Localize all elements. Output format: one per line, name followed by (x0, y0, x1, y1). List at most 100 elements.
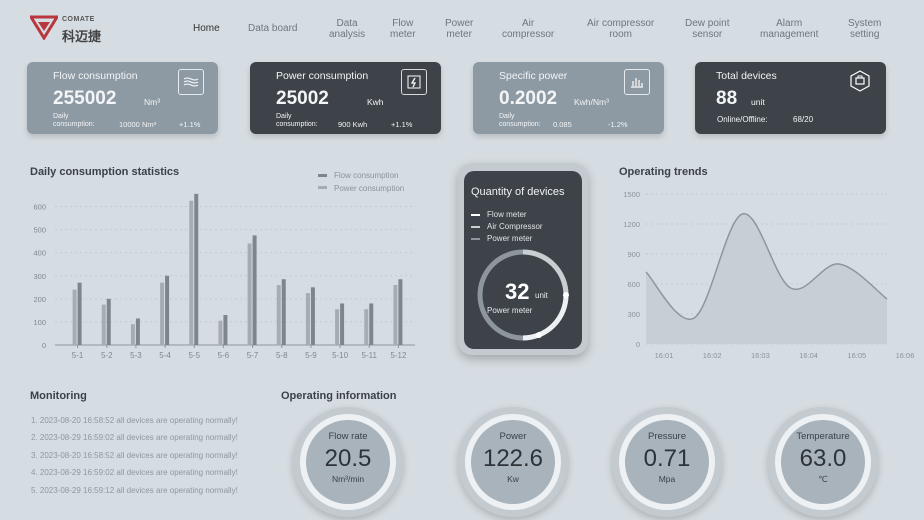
card-percent: +1.1% (179, 120, 201, 129)
card-total-devices[interactable]: Total devices 88 unit Online/Offline: 68… (695, 62, 886, 134)
legend-swatch (471, 225, 480, 228)
quantity-title: Quantity of devices (471, 186, 565, 198)
bar-power (223, 315, 228, 345)
waves-icon (178, 69, 204, 95)
nav-air-compressor[interactable]: Air compressor (502, 18, 555, 40)
legend-swatch-flow (318, 174, 327, 177)
legend: Flow consumption Power consumption (318, 171, 404, 193)
gauge-flow-rate: Flow rate 20.5 Nm³/min (293, 407, 403, 517)
x-tick-label: 5-11 (362, 351, 378, 360)
daily-chart-title: Daily consumption statistics (30, 166, 180, 178)
trend-area (646, 213, 887, 344)
gauge-face (625, 420, 709, 504)
operating-trends-chart: 0 300 600 900 1200 1500 16:01 16:02 16:03 16:04 1… (623, 190, 914, 360)
card-title: Power consumption (276, 70, 369, 82)
trend-chart-title: Operating trends (619, 166, 708, 178)
y-tick-label: 600 (627, 280, 640, 289)
gauge-unit: Mpa (658, 474, 676, 484)
gauge-unit: Nm³/min (331, 474, 365, 484)
card-title: Specific power (499, 70, 568, 82)
legend-swatch-power (318, 186, 327, 189)
gauge-label: Temperature (796, 431, 850, 442)
lightning-icon (401, 69, 427, 95)
x-tick-label: 16:02 (703, 351, 722, 360)
ring-flow-meter (522, 294, 569, 341)
legend-power-meter: Power meter (471, 234, 532, 243)
bar-flow (218, 320, 223, 345)
nav-data-analysis[interactable]: Data analysis (329, 18, 366, 40)
card-sub-value: 10000 Nm³ (119, 120, 157, 129)
x-tick-label: 5-2 (101, 351, 113, 360)
monitoring-line: 2. 2023-08-29 16:59:02 all devices are o… (31, 433, 238, 442)
logo: COMATE 科迈捷 (30, 14, 110, 44)
gauge-label: Pressure (647, 431, 686, 442)
nav-air-compressor-room[interactable]: Air compressor room (587, 18, 655, 40)
x-tick-label: 5-12 (390, 351, 407, 360)
device-icon (848, 69, 872, 93)
operating-info-title: Operating information (281, 390, 397, 402)
card-power-consumption[interactable]: Power consumption 25002 Kwh Daily consum… (250, 62, 441, 134)
monitoring-line: 1. 2023-08-20 16:58:52 all devices are o… (31, 416, 238, 425)
bar-power (398, 279, 403, 345)
y-tick-label: 200 (33, 295, 46, 304)
bar-power (369, 303, 374, 345)
nav-home[interactable]: Home (193, 23, 220, 34)
y-tick-label: 300 (33, 272, 46, 281)
nav-data-board[interactable]: Data board (248, 23, 298, 34)
bar-flow (247, 243, 252, 345)
y-tick-label: 400 (33, 249, 46, 258)
nav-alarm-management[interactable]: Alarm management (760, 18, 819, 40)
nav-flow-meter[interactable]: Flow meter (390, 18, 416, 40)
card-sub-label: Daily consumption: (53, 113, 95, 128)
gauge-face (781, 420, 865, 504)
gauge-unit: Kw (507, 474, 519, 484)
card-value: 25002 (276, 88, 329, 109)
quantity-subtitle: Power meter (487, 306, 533, 315)
bar-power (165, 275, 170, 345)
x-tick-label: 5-10 (332, 351, 349, 360)
quantity-unit: unit (535, 291, 548, 300)
card-sub-value: 900 Kwh (338, 120, 368, 129)
x-tick-label: 16:05 (847, 351, 866, 360)
card-unit: Kwh (367, 97, 384, 107)
bar-power (77, 282, 82, 345)
nav-power-meter[interactable]: Power meter (445, 18, 474, 40)
bar-power (281, 279, 286, 345)
ring-marker (563, 292, 569, 298)
y-tick-label: 900 (627, 250, 640, 259)
nav-dew-point-sensor[interactable]: Dew point sensor (685, 18, 730, 40)
x-tick-label: 5-5 (188, 351, 200, 360)
bar-flow (276, 285, 281, 345)
legend-swatch (471, 213, 480, 216)
bar-flow (72, 289, 77, 345)
logo-cn: 科迈捷 (62, 29, 102, 44)
x-tick-label: 5-8 (276, 351, 288, 360)
legend-air-compressor: Air Compressor (471, 222, 543, 231)
card-value: 0.2002 (499, 88, 558, 109)
y-tick-label: 500 (33, 226, 46, 235)
bar-power (340, 303, 345, 345)
bar-flow (393, 285, 398, 345)
bar-flow (160, 282, 165, 345)
x-tick-label: 5-9 (305, 351, 317, 360)
nav-system-setting[interactable]: System setting (848, 18, 882, 40)
bar-power (135, 318, 140, 345)
gauge-temperature: Temperature 63.0 ℃ (768, 407, 878, 517)
gauge-value: 122.6 (482, 445, 544, 472)
x-tick-label: 5-7 (247, 351, 259, 360)
ring-air-compressor (522, 249, 569, 296)
logo-mark-icon (30, 15, 58, 40)
bar-power (252, 235, 257, 345)
card-unit: Nm³ (144, 97, 161, 107)
quantity-panel-inner (464, 171, 582, 349)
bar-power (310, 287, 315, 345)
card-title: Flow consumption (53, 70, 138, 82)
bar-power (194, 193, 199, 345)
gauge-power: Power 122.6 Kw (458, 407, 568, 517)
x-tick-label: 16:04 (799, 351, 818, 360)
card-flow-consumption[interactable]: Flow consumption 255002 Nm³ Daily consum… (27, 62, 218, 134)
device-ring-chart (477, 249, 569, 341)
card-percent: +1.1% (391, 120, 413, 129)
x-tick-label: 5-3 (130, 351, 142, 360)
card-specific-power[interactable]: Specific power 0.2002 Kwh/Nm³ Daily cons… (473, 62, 664, 134)
